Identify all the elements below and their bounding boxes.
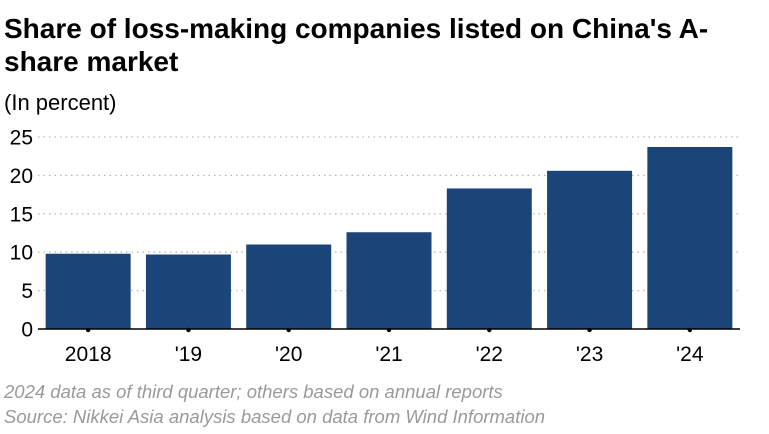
y-tick-label: 15: [10, 203, 33, 226]
bar: [246, 244, 332, 329]
x-tick-label: '22: [476, 343, 503, 366]
chart-subtitle: (In percent): [4, 90, 117, 115]
x-tick-label: 2018: [65, 343, 112, 366]
bar: [346, 232, 432, 329]
x-axis-tick-labels: 2018 '19 '20 '21 '22 '23 '24: [65, 343, 704, 366]
y-tick-label: 0: [21, 319, 33, 342]
y-tick-label: 25: [10, 127, 33, 150]
x-tick-label: '24: [676, 343, 704, 366]
source-note: Source: Nikkei Asia analysis based on da…: [4, 406, 546, 427]
bars: [45, 146, 733, 329]
x-tick-label: '19: [175, 343, 202, 366]
x-tick-label: '21: [375, 343, 402, 366]
x-axis-baseline: [38, 327, 740, 333]
y-tick-label: 10: [10, 242, 33, 265]
bar: [547, 170, 633, 329]
y-tick-label: 20: [10, 165, 33, 188]
footnote: 2024 data as of third quarter; others ba…: [4, 381, 503, 402]
bar: [45, 253, 131, 329]
bar: [446, 188, 532, 329]
bar-chart: 0 5 10 15 20 25 2018 '19 '20 '21 '22 '23 '24: [10, 127, 740, 366]
y-axis-tick-labels: 0 5 10 15 20 25: [10, 127, 33, 342]
x-tick-label: '23: [576, 343, 603, 366]
y-tick-label: 5: [21, 280, 33, 303]
x-tick-label: '20: [275, 343, 302, 366]
chart-title: Share of loss-making companies listed on…: [4, 13, 709, 77]
bar: [145, 254, 231, 329]
bar: [647, 146, 733, 329]
